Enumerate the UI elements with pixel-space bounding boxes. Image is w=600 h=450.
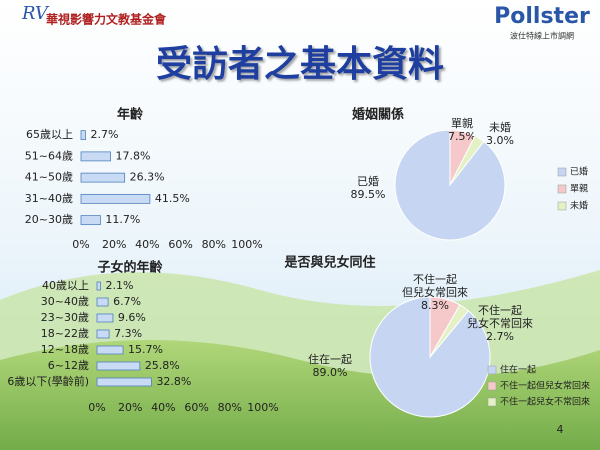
- brand: Pollster: [494, 4, 590, 29]
- slice-value-label: 2.7%: [486, 330, 514, 343]
- bar: [80, 151, 111, 162]
- y-tick-label: 20~30歲: [25, 212, 73, 226]
- logo-mark: RV: [21, 3, 50, 24]
- value-label: 25.8%: [145, 359, 180, 372]
- slice-label: 單親: [451, 117, 473, 130]
- bar: [80, 130, 86, 141]
- bar: [96, 361, 141, 371]
- chart-title: 是否與兒女同住: [283, 255, 375, 271]
- x-tick-label: 60%: [184, 401, 208, 414]
- legend-label: 住在一起: [500, 364, 536, 376]
- x-tick-label: 80%: [218, 401, 242, 414]
- slice-label: 兒女不常回來: [467, 316, 533, 330]
- slice-value-label: 8.3%: [421, 299, 449, 312]
- value-label: 9.6%: [118, 311, 146, 324]
- x-tick-label: 40%: [135, 238, 159, 251]
- x-tick-label: 20%: [118, 401, 142, 414]
- brand-sub: 波仕特線上市調網: [510, 31, 574, 41]
- x-tick-label: 40%: [151, 401, 175, 414]
- bar: [96, 313, 114, 323]
- value-label: 17.8%: [116, 149, 151, 162]
- legend-swatch: [557, 184, 567, 194]
- slice-label: 但兒女常回來: [402, 285, 468, 299]
- pie-slice: [449, 135, 485, 186]
- bar: [96, 377, 152, 387]
- slice-value-label: 89.0%: [313, 366, 348, 379]
- slice-value-label: 3.0%: [486, 134, 514, 147]
- legend-swatch: [487, 381, 497, 391]
- y-tick-label: 51~64歲: [25, 148, 73, 162]
- value-label: 2.1%: [105, 279, 133, 292]
- y-tick-label: 40歲以上: [42, 278, 89, 292]
- legend-label: 未婚: [570, 200, 588, 212]
- value-label: 26.3%: [130, 171, 165, 184]
- legend-label: 不住一起但兒女常回來: [500, 380, 590, 392]
- x-tick-label: 100%: [247, 401, 278, 414]
- legend-swatch: [487, 365, 497, 375]
- value-label: 41.5%: [155, 192, 190, 205]
- hill: [0, 340, 600, 450]
- slice-label: 不住一起: [413, 272, 457, 286]
- y-tick-label: 18~22歲: [41, 326, 89, 340]
- slice-label: 住在一起: [308, 352, 352, 366]
- x-tick-label: 0%: [72, 238, 89, 251]
- value-label: 7.3%: [114, 327, 142, 340]
- slice-label: 已婚: [357, 174, 379, 188]
- page-number: 4: [557, 423, 564, 436]
- value-label: 11.7%: [105, 213, 140, 226]
- legend-swatch: [557, 167, 567, 177]
- chart-title: 婚姻關係: [352, 107, 404, 123]
- bar: [96, 297, 109, 307]
- legend-swatch: [557, 201, 567, 211]
- slice-label: 未婚: [489, 120, 511, 134]
- bar: [96, 345, 124, 355]
- bar: [80, 172, 126, 183]
- org-name: 華視影響力文教基金會: [46, 12, 167, 27]
- value-label: 15.7%: [128, 343, 163, 356]
- y-tick-label: 30~40歲: [41, 294, 89, 308]
- bar: [96, 281, 101, 291]
- bar: [80, 193, 151, 204]
- bar: [96, 329, 110, 339]
- legend-label: 不住一起兒女不常回來: [500, 396, 590, 408]
- value-label: 6.7%: [113, 295, 141, 308]
- legend-label: 已婚: [570, 166, 588, 178]
- y-tick-label: 65歲以上: [26, 127, 73, 141]
- bar: [80, 215, 101, 226]
- y-tick-label: 31~40歲: [25, 191, 73, 205]
- slice-value-label: 89.5%: [351, 188, 386, 201]
- slice-value-label: 7.5%: [448, 130, 476, 143]
- y-tick-label: 6~12歲: [48, 358, 89, 372]
- legend-swatch: [487, 397, 497, 407]
- y-tick-label: 23~30歲: [41, 310, 89, 324]
- x-tick-label: 60%: [168, 238, 192, 251]
- pie-slice: [429, 304, 469, 358]
- y-tick-label: 41~50歲: [25, 170, 73, 184]
- value-label: 2.7%: [90, 128, 118, 141]
- x-tick-label: 80%: [202, 238, 226, 251]
- slide-title: 受訪者之基本資料: [156, 44, 444, 85]
- y-tick-label: 12~18歲: [41, 342, 89, 356]
- slice-label: 不住一起: [478, 303, 522, 317]
- x-tick-label: 0%: [88, 401, 105, 414]
- legend-label: 單親: [570, 183, 588, 195]
- x-tick-label: 100%: [231, 238, 262, 251]
- chart-title: 年齡: [117, 107, 143, 123]
- y-tick-label: 6歲以下(學齡前): [7, 374, 89, 388]
- value-label: 32.8%: [156, 375, 191, 388]
- chart-title: 子女的年齡: [97, 260, 162, 276]
- x-tick-label: 20%: [102, 238, 126, 251]
